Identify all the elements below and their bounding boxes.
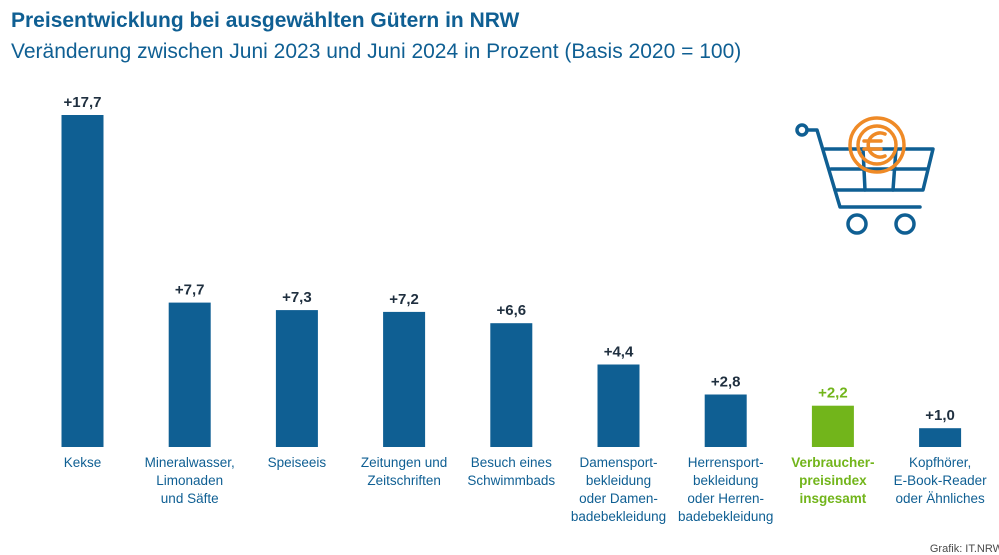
bar bbox=[490, 323, 533, 447]
data-label: +7,7 bbox=[175, 282, 205, 299]
category-label: Besuch eines Schwimmbads bbox=[467, 455, 555, 488]
data-label: +7,2 bbox=[389, 291, 419, 308]
data-label: +1,0 bbox=[925, 407, 955, 424]
data-label: +17,7 bbox=[64, 94, 102, 111]
bar bbox=[919, 428, 962, 447]
data-label: +2,2 bbox=[818, 385, 848, 402]
bar bbox=[811, 405, 854, 447]
category-label: Kopfhörer, E-Book-Reader oder Ähnliches bbox=[894, 455, 988, 506]
category-label: Damensport-bekleidung oder Damen-badebekl… bbox=[571, 455, 666, 524]
bar bbox=[61, 115, 104, 447]
chart-subtitle: Veränderung zwischen Juni 2023 und Juni … bbox=[11, 40, 742, 63]
chart-title: Preisentwicklung bei ausgewählten Gütern… bbox=[11, 9, 520, 32]
bar bbox=[383, 311, 426, 447]
category-label: Herrensport-bekleidung oder Herren-badebe… bbox=[678, 455, 773, 524]
data-label: +6,6 bbox=[496, 302, 526, 319]
data-label: +4,4 bbox=[604, 344, 634, 361]
data-label: +2,8 bbox=[711, 374, 741, 391]
source-credit: Grafik: IT.NRW bbox=[929, 543, 999, 555]
category-label: Zeitungen und Zeitschriften bbox=[361, 455, 447, 488]
bar bbox=[168, 302, 211, 447]
category-label: Mineralwasser, Limonaden und Säfte bbox=[145, 455, 235, 506]
bar bbox=[704, 394, 747, 447]
shopping-cart-euro-icon bbox=[795, 116, 935, 235]
category-label: Speiseeis bbox=[268, 455, 327, 470]
data-label: +7,3 bbox=[282, 289, 312, 306]
category-label: Kekse bbox=[64, 455, 102, 470]
bar bbox=[275, 310, 318, 447]
bar bbox=[597, 364, 640, 447]
category-label: Verbraucher-preisindex insgesamt bbox=[791, 455, 874, 506]
